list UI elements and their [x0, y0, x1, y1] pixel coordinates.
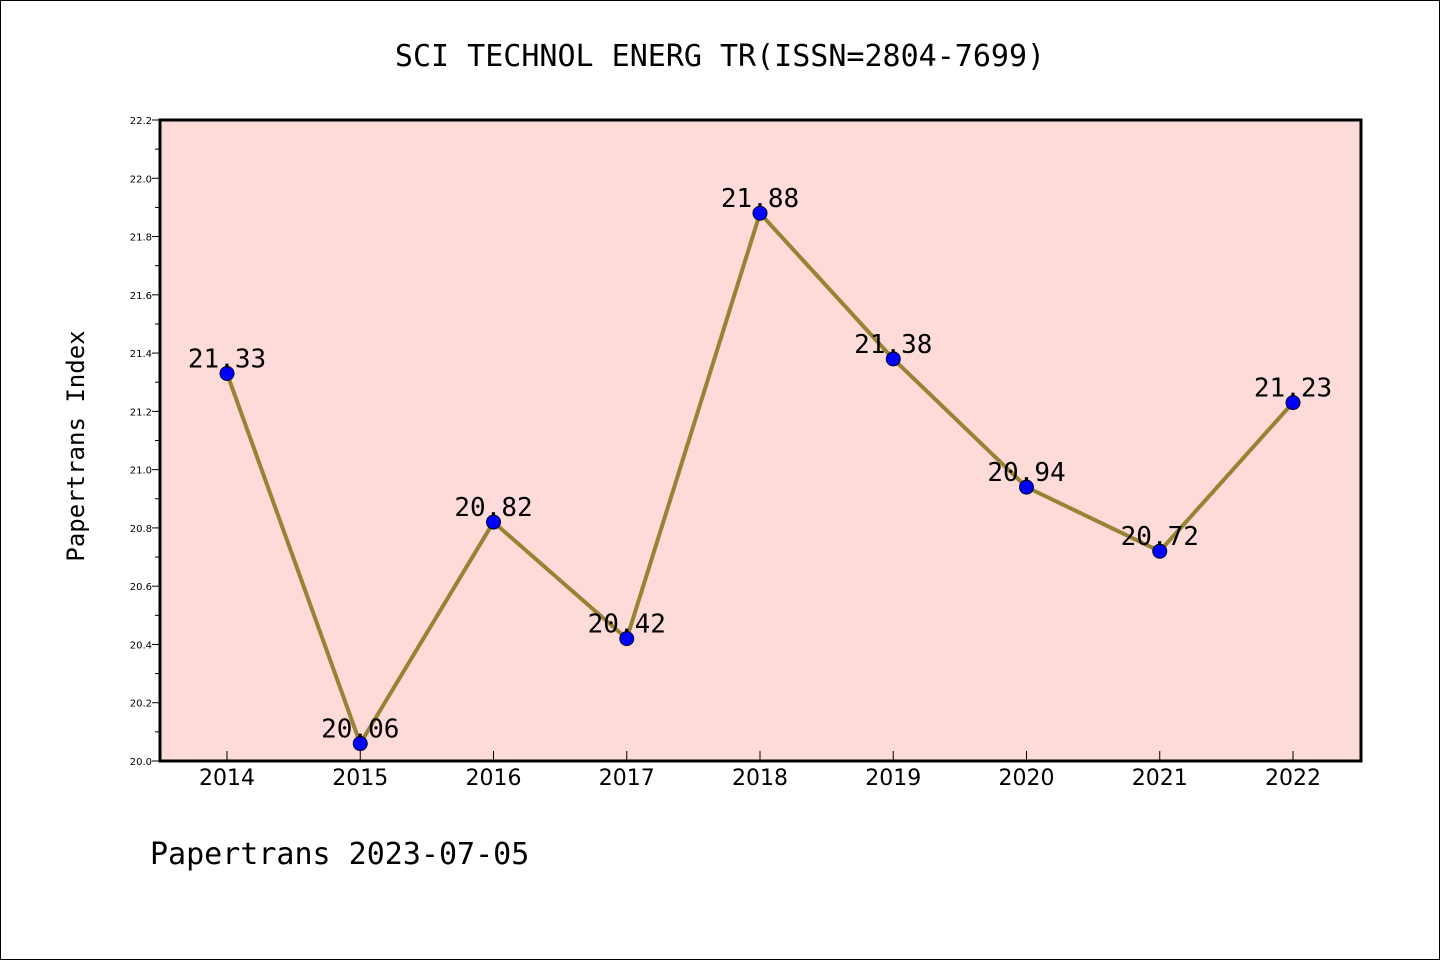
data-label: 21.88	[721, 184, 799, 214]
x-tick-label: 2018	[732, 766, 788, 791]
x-tick-label: 2017	[599, 766, 655, 791]
data-label: 21.33	[188, 344, 266, 374]
data-point	[219, 365, 235, 381]
footer-date: Papertrans 2023-07-05	[150, 837, 529, 872]
y-tick-label: 22.0	[130, 174, 152, 185]
x-tick-label: 2014	[199, 766, 255, 791]
y-tick-label: 21.6	[130, 291, 152, 302]
data-label: 20.94	[987, 458, 1065, 488]
data-labels: 21.33 20.06 20.82 20.42 21.88 21.38 20.94 20.72…	[188, 184, 1332, 744]
y-tick-label: 20.4	[130, 640, 152, 651]
y-tick-label: 20.6	[130, 582, 152, 593]
data-point	[1152, 543, 1168, 559]
data-point	[486, 514, 501, 530]
data-point	[752, 205, 768, 221]
y-tick-label: 20.2	[130, 699, 152, 710]
y-tick-label: 21.8	[130, 233, 152, 244]
chart-title: SCI TECHNOL ENERG TR(ISSN=2804-7699)	[395, 39, 1045, 74]
data-point	[352, 736, 368, 752]
x-tick-label: 2019	[865, 766, 921, 791]
data-point	[619, 631, 635, 647]
y-tick-label: 20.0	[130, 757, 152, 768]
axis-ticks: 20.0 20.2 20.4 20.6 20.8 21.0 21.2 21.4 21.6 21.8…	[130, 116, 1321, 791]
y-tick-label: 21.0	[130, 466, 152, 477]
data-label: 21.23	[1254, 374, 1332, 404]
x-tick-label: 2021	[1132, 766, 1188, 791]
data-label: 20.42	[588, 610, 666, 640]
plot-border	[158, 118, 1363, 763]
y-tick-label: 21.2	[130, 407, 152, 418]
y-tick-label: 21.4	[130, 349, 152, 360]
x-tick-label: 2015	[332, 766, 388, 791]
series-layer	[219, 205, 1301, 752]
x-tick-label: 2020	[999, 766, 1055, 791]
data-point	[885, 351, 901, 367]
data-label: 21.38	[854, 330, 932, 360]
x-tick-label: 2016	[466, 766, 522, 791]
y-tick-label: 22.2	[130, 116, 152, 127]
data-label: 20.06	[321, 715, 399, 745]
data-label: 20.82	[454, 493, 532, 523]
data-point	[1285, 395, 1301, 411]
data-point	[1019, 479, 1034, 495]
y-tick-label: 20.8	[130, 524, 152, 535]
plot-area	[160, 120, 1361, 761]
y-axis-label: Papertrans Index	[62, 330, 90, 561]
x-tick-label: 2022	[1265, 766, 1321, 791]
data-label: 20.72	[1121, 522, 1199, 552]
